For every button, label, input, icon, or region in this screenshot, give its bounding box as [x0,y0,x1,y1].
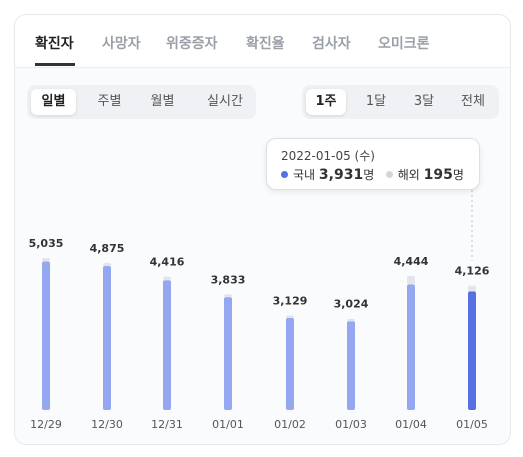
range-3month-button[interactable]: 3달 [413,94,435,109]
bar-domestic-12/29 [42,261,50,410]
tab-deaths[interactable]: 사망자 [102,36,141,52]
bar-domestic-01/04 [407,284,415,410]
bar-overseas-01/05 [468,285,476,292]
tab-confirmed[interactable]: 확진자 [35,36,74,52]
bar-domestic-01/02 [286,317,294,410]
tooltip-overseas-unit: 명 [452,168,464,182]
bar-total-label: 3,129 [273,295,308,308]
bar-domestic-12/30 [103,266,111,410]
x-tick-label: 01/02 [274,418,306,431]
overseas-legend-dot [385,171,393,178]
x-tick-label: 01/05 [456,418,488,431]
category-tabs: 확진자 사망자 위중증자 확진율 검사자 오미크론 [15,15,510,68]
bar-overseas-12/30 [103,262,111,266]
tooltip-values: 국내 3,931명 해외 195명 [281,166,464,183]
bar-total-label: 4,875 [90,242,125,255]
bar-domestic-12/31 [163,280,171,410]
bar-overseas-01/03 [347,318,355,322]
period-daily-button[interactable]: 일별 [31,89,76,115]
period-realtime-button[interactable]: 실시간 [207,94,243,109]
tooltip-date: 2022-01-05 (수) [281,149,375,163]
bar-total-label: 3,024 [334,298,369,311]
bar-total-label: 4,444 [394,255,429,268]
x-tick-label: 12/31 [151,418,183,431]
period-weekly-button[interactable]: 주별 [97,94,122,109]
tooltip-domestic-label: 국내 [293,168,316,182]
x-tick-label: 12/30 [91,418,123,431]
tab-critical[interactable]: 위중증자 [166,36,218,52]
range-1week-button[interactable]: 1주 [306,89,346,115]
x-tick-label: 12/29 [30,418,62,431]
tooltip-overseas-label: 해외 [397,168,420,182]
bar-total-label: 4,126 [455,264,490,277]
domestic-legend-dot [281,171,288,178]
bar-domestic-01/01 [224,297,232,410]
bar-total-label: 5,035 [29,237,64,250]
bar-overseas-12/29 [42,258,50,262]
tab-tested[interactable]: 검사자 [312,36,351,52]
x-tick-label: 01/04 [395,418,427,431]
tooltip-overseas-value: 195 [423,167,453,183]
bar-total-label: 4,416 [150,256,185,269]
tooltip-domestic-value: 3,931 [318,167,364,183]
bar-overseas-12/31 [163,276,171,281]
active-tab-indicator [35,63,75,66]
period-monthly-button[interactable]: 월별 [150,94,175,109]
tooltip-domestic-unit: 명 [363,168,375,182]
range-selector: 1주 1달 3달 전체 [302,85,499,119]
bar-overseas-01/04 [407,275,415,285]
bar-total-label: 3,833 [211,273,246,286]
tab-omicron[interactable]: 오미크론 [378,36,430,52]
covid-stats-card: 확진자 사망자 위중증자 확진율 검사자 오미크론 일별 주별 월별 실시간 1… [14,14,511,445]
range-1month-button[interactable]: 1달 [365,94,387,109]
tab-positivity-rate[interactable]: 확진율 [246,36,285,52]
range-all-button[interactable]: 전체 [461,94,485,109]
period-selector: 일별 주별 월별 실시간 [27,85,256,119]
bar-domestic-01/03 [347,321,355,410]
chart-tooltip: 2022-01-05 (수) 국내 3,931명 해외 195명 [266,138,480,190]
bar-overseas-01/02 [286,315,294,318]
bar-overseas-01/01 [224,294,232,298]
bar-domestic-01/05 [468,291,476,410]
chart-panel [15,68,510,444]
x-tick-label: 01/01 [212,418,244,431]
x-tick-label: 01/03 [335,418,367,431]
